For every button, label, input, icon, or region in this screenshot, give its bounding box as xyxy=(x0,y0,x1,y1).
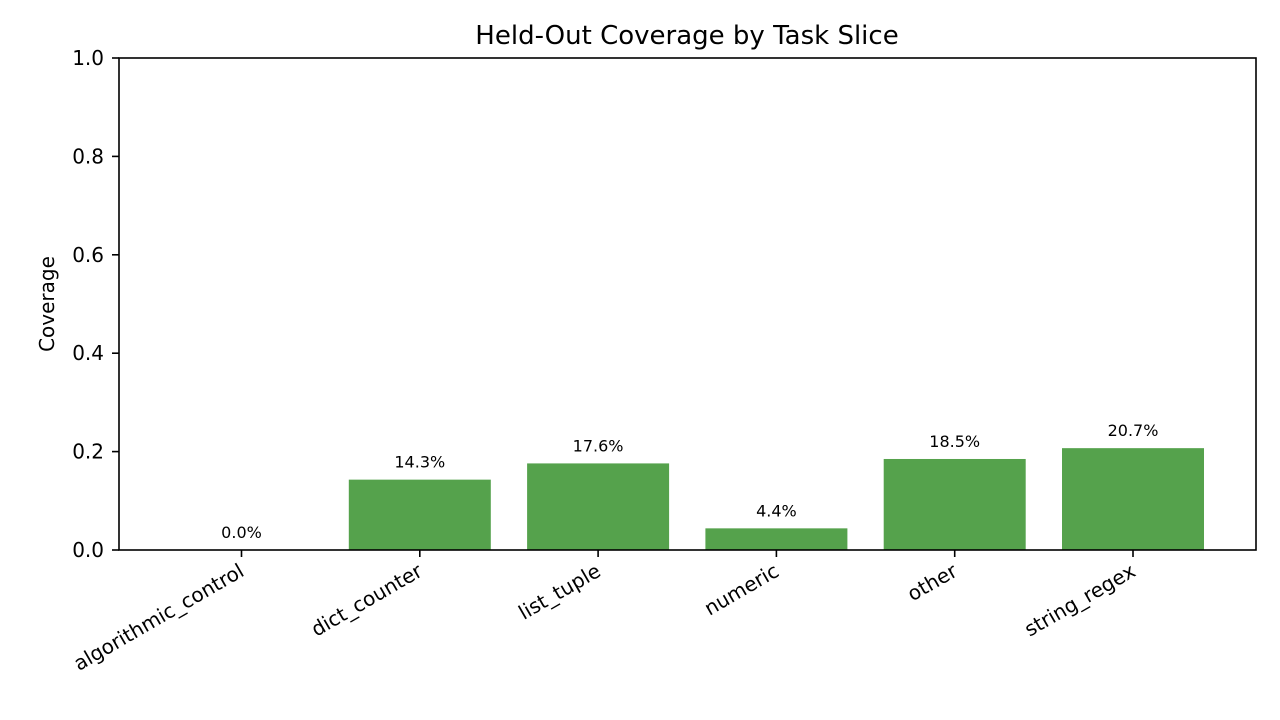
x-tick-label-numeric: numeric xyxy=(700,559,783,621)
y-axis-ticks: 0.0 0.2 0.4 0.6 0.8 1.0 xyxy=(72,46,119,562)
y-tick-label: 0.8 xyxy=(72,144,104,168)
bar-numeric xyxy=(705,528,848,550)
y-tick-label: 0.0 xyxy=(72,538,104,562)
bar-list_tuple xyxy=(527,463,670,550)
bar-other xyxy=(883,458,1026,550)
y-tick-label: 0.2 xyxy=(72,440,104,464)
data-label-other: 18.5% xyxy=(929,432,980,451)
x-tick-label-other: other xyxy=(903,558,962,606)
data-label-numeric: 4.4% xyxy=(756,501,797,520)
data-label-string_regex: 20.7% xyxy=(1108,421,1159,440)
y-tick-label: 1.0 xyxy=(72,46,104,70)
data-label-list_tuple: 17.6% xyxy=(573,436,624,455)
bar-dict_counter xyxy=(348,479,491,550)
data-label-dict_counter: 14.3% xyxy=(394,453,445,472)
y-tick-label: 0.6 xyxy=(72,243,104,267)
chart-title: Held-Out Coverage by Task Slice xyxy=(475,21,898,51)
bar-string_regex xyxy=(1062,448,1204,550)
plot-area-frame xyxy=(118,57,1257,551)
bars-group xyxy=(348,448,1204,550)
x-tick-label-list_tuple: list_tuple xyxy=(514,559,604,625)
data-label-algorithmic_control: 0.0% xyxy=(221,523,262,542)
y-axis-label: Coverage xyxy=(35,256,59,352)
x-tick-label-algorithmic_control: algorithmic_control xyxy=(69,559,248,676)
x-tick-label-dict_counter: dict_counter xyxy=(307,558,427,641)
x-tick-label-string_regex: string_regex xyxy=(1020,558,1140,641)
y-tick-label: 0.4 xyxy=(72,341,104,365)
data-labels-group: 0.0% 14.3% 17.6% 4.4% 18.5% 20.7% xyxy=(221,421,1158,542)
x-axis-ticks: algorithmic_control dict_counter list_tupl… xyxy=(69,550,1140,676)
